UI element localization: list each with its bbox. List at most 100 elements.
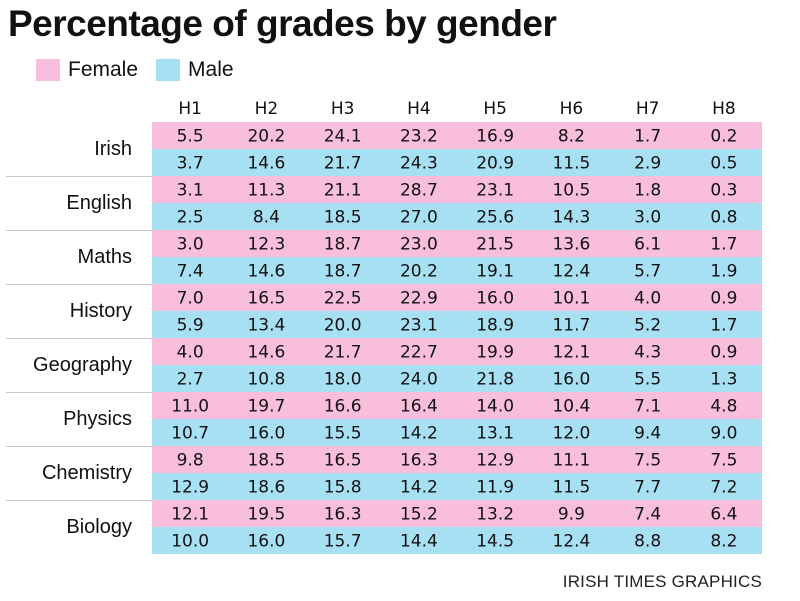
female-value-chemistry-h8: 7.5 — [710, 451, 737, 471]
male-value-history-h2: 13.4 — [247, 316, 285, 336]
female-value-english-h4: 28.7 — [400, 181, 438, 201]
female-value-irish-h8: 0.2 — [710, 127, 737, 147]
grade-table: H1 H2 H3 H4 H5 H6 H7 H8 Irish 5.5 20.2 24.1 23.2 16.9… — [0, 92, 800, 562]
male-band-physics — [152, 419, 762, 446]
female-band-biology — [152, 500, 762, 527]
female-value-biology-h4: 15.2 — [400, 505, 438, 525]
female-value-history-h7: 4.0 — [634, 289, 661, 309]
female-value-physics-h8: 4.8 — [710, 397, 737, 417]
female-value-geography-h7: 4.3 — [634, 343, 661, 363]
female-value-physics-h4: 16.4 — [400, 397, 438, 417]
chart-title: Percentage of grades by gender — [8, 3, 557, 44]
female-value-maths-h1: 3.0 — [177, 235, 204, 255]
subject-label-geography: Geography — [33, 354, 132, 376]
female-value-physics-h2: 19.7 — [247, 397, 285, 417]
male-value-irish-h7: 2.9 — [634, 154, 661, 174]
female-value-english-h5: 23.1 — [476, 181, 514, 201]
female-value-irish-h7: 1.7 — [634, 127, 661, 147]
female-value-chemistry-h7: 7.5 — [634, 451, 661, 471]
column-header-h3: H3 — [331, 99, 355, 119]
male-value-chemistry-h4: 14.2 — [400, 478, 438, 498]
female-value-biology-h7: 7.4 — [634, 505, 661, 525]
table-svg: H1 H2 H3 H4 H5 H6 H7 H8 Irish 5.5 20.2 24.1 23.2 16.9… — [6, 99, 762, 554]
subject-label-maths: Maths — [78, 246, 132, 268]
column-header-h1: H1 — [178, 99, 202, 119]
female-band-geography — [152, 338, 762, 365]
female-value-chemistry-h3: 16.5 — [324, 451, 362, 471]
male-value-english-h2: 8.4 — [253, 208, 280, 228]
subject-label-history: History — [70, 300, 132, 322]
legend-item-male: Male — [156, 58, 234, 82]
male-value-geography-h3: 18.0 — [324, 370, 362, 390]
female-value-physics-h7: 7.1 — [634, 397, 661, 417]
female-value-irish-h2: 20.2 — [247, 127, 285, 147]
male-value-geography-h5: 21.8 — [476, 370, 514, 390]
column-header-h4: H4 — [407, 99, 431, 119]
male-value-geography-h8: 1.3 — [710, 370, 737, 390]
female-value-history-h5: 16.0 — [476, 289, 514, 309]
female-value-maths-h3: 18.7 — [324, 235, 362, 255]
subject-label-physics: Physics — [63, 408, 132, 430]
male-band-history — [152, 311, 762, 338]
male-value-history-h6: 11.7 — [552, 316, 590, 336]
subject-label-biology: Biology — [66, 516, 132, 538]
male-value-maths-h7: 5.7 — [634, 262, 661, 282]
male-value-irish-h5: 20.9 — [476, 154, 514, 174]
male-value-english-h3: 18.5 — [324, 208, 362, 228]
male-band-english — [152, 203, 762, 230]
legend-label-male: Male — [188, 58, 234, 81]
female-value-physics-h3: 16.6 — [324, 397, 362, 417]
male-value-history-h3: 20.0 — [324, 316, 362, 336]
male-value-geography-h1: 2.7 — [177, 370, 204, 390]
female-band-chemistry — [152, 446, 762, 473]
male-value-chemistry-h6: 11.5 — [552, 478, 590, 498]
male-value-history-h7: 5.2 — [634, 316, 661, 336]
male-value-physics-h1: 10.7 — [171, 424, 209, 444]
male-value-english-h8: 0.8 — [710, 208, 737, 228]
female-value-irish-h4: 23.2 — [400, 127, 438, 147]
legend: Female Male — [36, 56, 252, 84]
female-value-irish-h6: 8.2 — [558, 127, 585, 147]
male-value-chemistry-h3: 15.8 — [324, 478, 362, 498]
female-band-physics — [152, 392, 762, 419]
female-value-irish-h1: 5.5 — [177, 127, 204, 147]
male-band-geography — [152, 365, 762, 392]
legend-swatch-female — [36, 59, 60, 81]
male-value-maths-h6: 12.4 — [552, 262, 590, 282]
male-value-biology-h7: 8.8 — [634, 532, 661, 552]
female-value-physics-h5: 14.0 — [476, 397, 514, 417]
male-value-history-h5: 18.9 — [476, 316, 514, 336]
male-value-biology-h5: 14.5 — [476, 532, 514, 552]
male-value-irish-h6: 11.5 — [552, 154, 590, 174]
female-value-physics-h1: 11.0 — [171, 397, 209, 417]
male-value-english-h5: 25.6 — [476, 208, 514, 228]
female-value-history-h4: 22.9 — [400, 289, 438, 309]
female-value-maths-h7: 6.1 — [634, 235, 661, 255]
legend-label-female: Female — [68, 58, 139, 81]
male-value-irish-h1: 3.7 — [177, 154, 204, 174]
male-value-biology-h3: 15.7 — [324, 532, 362, 552]
female-value-geography-h2: 14.6 — [247, 343, 285, 363]
subject-label-english: English — [66, 192, 132, 214]
male-value-chemistry-h1: 12.9 — [171, 478, 209, 498]
female-value-maths-h5: 21.5 — [476, 235, 514, 255]
male-value-chemistry-h8: 7.2 — [710, 478, 737, 498]
female-value-english-h2: 11.3 — [247, 181, 285, 201]
female-band-history — [152, 284, 762, 311]
male-value-physics-h5: 13.1 — [476, 424, 514, 444]
male-value-maths-h5: 19.1 — [476, 262, 514, 282]
male-value-biology-h6: 12.4 — [552, 532, 590, 552]
female-value-chemistry-h5: 12.9 — [476, 451, 514, 471]
column-header-h2: H2 — [255, 99, 279, 119]
male-value-english-h6: 14.3 — [552, 208, 590, 228]
male-value-biology-h8: 8.2 — [710, 532, 737, 552]
male-value-physics-h7: 9.4 — [634, 424, 661, 444]
male-value-biology-h4: 14.4 — [400, 532, 438, 552]
male-value-physics-h3: 15.5 — [324, 424, 362, 444]
male-value-irish-h4: 24.3 — [400, 154, 438, 174]
female-value-maths-h8: 1.7 — [710, 235, 737, 255]
female-value-chemistry-h1: 9.8 — [177, 451, 204, 471]
male-value-maths-h8: 1.9 — [710, 262, 737, 282]
male-value-history-h4: 23.1 — [400, 316, 438, 336]
female-band-english — [152, 176, 762, 203]
